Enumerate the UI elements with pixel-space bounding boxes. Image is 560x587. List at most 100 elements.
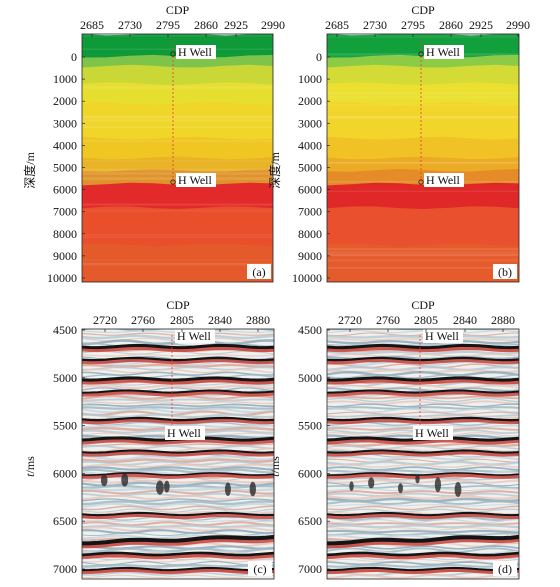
seismic-trace <box>82 466 274 471</box>
reflector-black <box>82 566 274 572</box>
seismic-trace <box>327 518 519 524</box>
seismic-trace <box>327 406 519 410</box>
reflector-red <box>327 357 519 365</box>
velocity-layer <box>82 243 273 282</box>
velocity-layer <box>327 136 519 160</box>
velocity-band <box>327 116 519 119</box>
reflector-red <box>327 567 519 575</box>
well-label-top-box <box>176 45 216 59</box>
reflector-red <box>327 377 519 385</box>
y-tick-label: 8000 <box>53 227 77 241</box>
seismic-blob <box>454 482 462 497</box>
y-tick-label: 2000 <box>298 94 322 108</box>
velocity-layer <box>327 64 519 86</box>
seismic-trace <box>327 573 519 579</box>
well-label-top: H Well <box>177 329 211 343</box>
panel-label: (a) <box>252 265 265 279</box>
velocity-layer <box>327 169 519 187</box>
seismic-trace <box>82 368 274 374</box>
velocity-layer <box>327 102 519 141</box>
x-tick-label: 2730 <box>118 18 142 32</box>
reflector-black <box>82 356 274 362</box>
y-tick-label: 8000 <box>298 227 322 241</box>
velocity-band <box>327 91 519 95</box>
seismic-trace <box>82 502 274 508</box>
reflector-black <box>82 343 274 350</box>
seismic-trace <box>82 463 274 468</box>
seismic-trace <box>82 524 274 529</box>
panel-d: H Well H Well CDP 2720 2760 2805 2840 2880 4500 5… <box>268 298 520 580</box>
seismic-trace <box>327 505 519 511</box>
x-tick-label: 2805 <box>414 313 438 327</box>
reflector-black <box>327 356 519 362</box>
reflector-red <box>82 390 274 397</box>
reflector-red <box>327 450 519 457</box>
seismic-trace <box>327 463 519 468</box>
y-tick-label: 6000 <box>53 466 77 480</box>
y-tick-label: 10000 <box>47 271 77 285</box>
velocity-band <box>82 115 273 119</box>
well-label-bottom-box <box>424 173 464 187</box>
velocity-band <box>327 253 519 257</box>
reflector-black <box>82 472 274 476</box>
seismic-trace <box>82 398 274 402</box>
velocity-layer <box>82 136 273 160</box>
x-tick-label: 2840 <box>453 313 477 327</box>
panel-b-image <box>327 34 519 282</box>
x-tick-label: 2760 <box>131 313 155 327</box>
y-tick-label: 5000 <box>53 161 77 175</box>
seismic-trace <box>327 515 519 522</box>
reflector-red <box>82 344 274 353</box>
x-tick-label: 2840 <box>208 313 232 327</box>
seismic-trace <box>82 445 274 450</box>
seismic-trace <box>327 494 519 500</box>
reflector-red <box>82 567 274 575</box>
x-axis-title: CDP <box>166 3 190 17</box>
seismic-trace <box>82 498 274 502</box>
seismic-trace <box>327 482 519 487</box>
y-axis-title: 深度/m <box>22 151 37 188</box>
seismic-trace <box>327 395 519 400</box>
seismic-blob <box>349 481 354 492</box>
panel-label: (c) <box>253 562 266 576</box>
velocity-band <box>327 96 519 99</box>
y-tick-label: 3000 <box>53 116 77 130</box>
reflector-black <box>327 472 519 476</box>
y-tick-label: 4000 <box>298 138 322 152</box>
y-tick-label: 5000 <box>53 371 77 385</box>
seismic-trace <box>327 353 519 358</box>
velocity-layer <box>82 156 273 173</box>
seismic-trace <box>82 387 274 392</box>
reflector-black <box>82 511 274 517</box>
seismic-blob <box>156 480 164 495</box>
reflector-red <box>82 450 274 457</box>
well-label-top-box <box>423 329 463 343</box>
seismic-trace <box>327 408 519 414</box>
panel-b: H Well H Well CDP 2685 2730 2795 2860 2925 2990 0… <box>267 3 530 285</box>
well-marker-bottom <box>170 179 176 185</box>
y-tick-label: 2000 <box>53 94 77 108</box>
panel-label-box <box>248 561 272 576</box>
seismic-trace <box>327 466 519 471</box>
seismic-trace <box>82 460 274 466</box>
y-tick-label: 6000 <box>298 466 322 480</box>
y-tick-label: 1000 <box>53 72 77 86</box>
seismic-trace <box>82 468 274 474</box>
reflector-red <box>327 390 519 397</box>
seismic-trace <box>327 414 519 418</box>
well-label-bottom-box <box>176 173 216 187</box>
x-tick-label: 2795 <box>156 18 180 32</box>
seismic-trace <box>327 445 519 450</box>
y-tick-label: 9000 <box>53 249 77 263</box>
well-marker-top <box>418 51 424 57</box>
y-tick-label: 0 <box>71 50 77 64</box>
velocity-band <box>82 236 273 239</box>
x-tick-label: 2860 <box>194 18 218 32</box>
x-tick-label: 2685 <box>80 18 104 32</box>
x-axis-title: CDP <box>411 298 435 312</box>
reflector-red <box>327 344 519 353</box>
reflector-red <box>82 512 274 520</box>
seismic-trace <box>327 350 519 355</box>
y-tick-label: 7000 <box>53 205 77 219</box>
